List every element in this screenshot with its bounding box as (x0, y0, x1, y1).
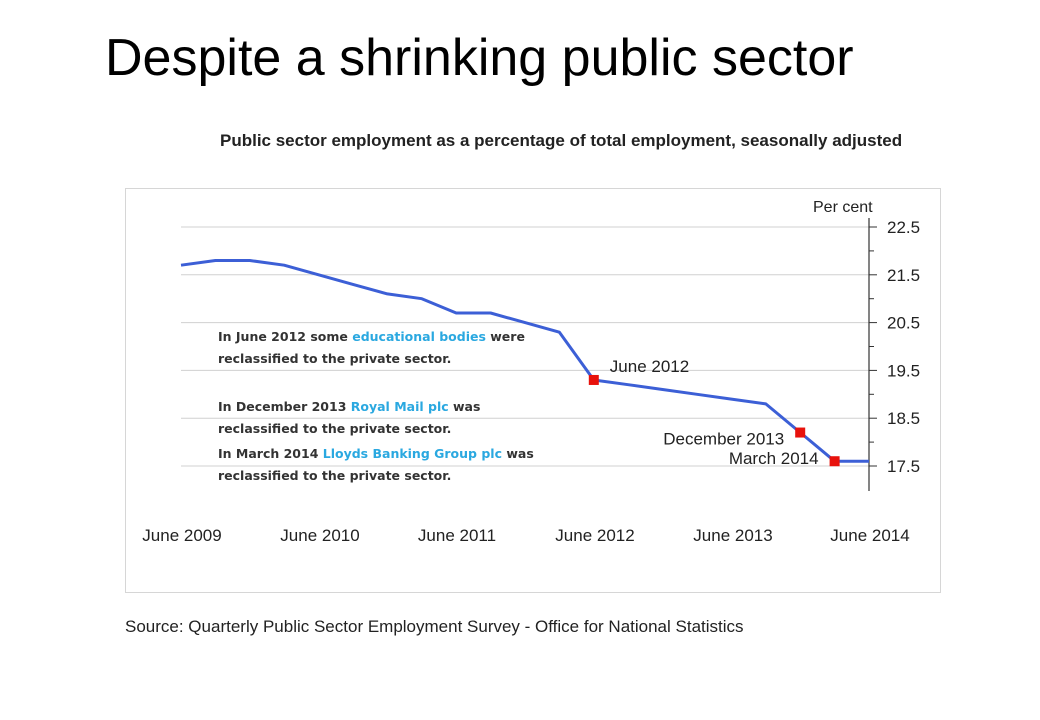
chart-frame (125, 188, 941, 593)
x-tick-label: June 2011 (418, 526, 496, 545)
y-tick-label: 20.5 (887, 314, 920, 333)
annotation-line: In March 2014 Lloyds Banking Group plc w… (218, 446, 534, 461)
annotation-text: In December 2013 (218, 399, 351, 414)
annotation-line: reclassified to the private sector. (218, 351, 451, 366)
slide-title: Despite a shrinking public sector (105, 29, 854, 87)
y-axis: 17.5 18.5 19.5 20.5 21.5 22.5 Per cent (813, 199, 920, 491)
marker-label: December 2013 (663, 430, 784, 449)
x-tick-label: June 2010 (280, 526, 359, 545)
annotation-text: were (486, 329, 525, 344)
y-tick-label: 17.5 (887, 457, 920, 476)
x-tick-label: June 2014 (830, 526, 909, 545)
y-tick-label: 22.5 (887, 218, 920, 237)
annotation-note: In March 2014 Lloyds Banking Group plc w… (218, 446, 534, 483)
x-tick-label: June 2009 (142, 526, 221, 545)
annotation-text: In March 2014 (218, 446, 323, 461)
series-line-layer (180, 259, 869, 463)
x-tick-label: June 2013 (693, 526, 772, 545)
y-tick-label: 21.5 (887, 266, 920, 285)
annotation-line: In June 2012 some educational bodies wer… (218, 329, 525, 344)
y-tick-label: 19.5 (887, 361, 920, 380)
data-point-marker (829, 456, 840, 467)
labels: June 2009 June 2010 June 2011 June 2012 June… (142, 357, 909, 545)
annotation-line: reclassified to the private sector. (218, 468, 451, 483)
data-point-marker (795, 427, 806, 438)
annotation-note: In June 2012 some educational bodies wer… (218, 329, 525, 366)
annotation-text: reclassified to the private sector. (218, 421, 451, 436)
annotation-text: reclassified to the private sector. (218, 351, 451, 366)
annotation-text: reclassified to the private sector. (218, 468, 451, 483)
annotation-text: was (502, 446, 534, 461)
annotation-text: was (449, 399, 481, 414)
annotation-line: reclassified to the private sector. (218, 421, 451, 436)
y-tick-label: 18.5 (887, 409, 920, 428)
chart-title: Public sector employment as a percentage… (220, 131, 903, 150)
annotation-line: In December 2013 Royal Mail plc was (218, 399, 480, 414)
event-markers (588, 374, 840, 467)
annotation-highlight: Lloyds Banking Group plc (323, 446, 502, 461)
source-note: Source: Quarterly Public Sector Employme… (125, 617, 744, 636)
annotation-text: In June 2012 some (218, 329, 352, 344)
annotation-note: In December 2013 Royal Mail plc was recla… (218, 399, 480, 436)
x-tick-label: June 2012 (555, 526, 634, 545)
y-axis-label: Per cent (813, 199, 873, 216)
data-point-marker (588, 374, 599, 385)
annotation-highlight: educational bodies (352, 329, 486, 344)
annotations: In June 2012 some educational bodies wer… (218, 329, 534, 483)
series-line (180, 259, 869, 463)
annotation-highlight: Royal Mail plc (351, 399, 449, 414)
marker-label: June 2012 (610, 357, 689, 376)
marker-label: March 2014 (729, 449, 819, 468)
